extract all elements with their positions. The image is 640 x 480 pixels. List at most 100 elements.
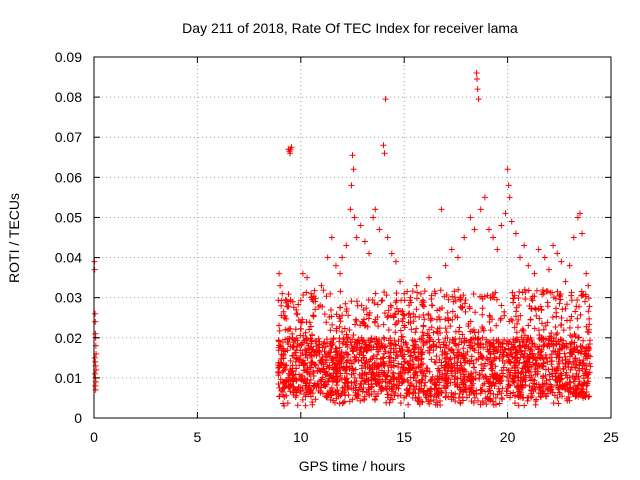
- roti-point: [586, 369, 593, 376]
- roti-point: [533, 360, 540, 367]
- roti-point: [376, 363, 383, 370]
- roti-point: [448, 246, 455, 253]
- roti-point: [535, 327, 542, 334]
- roti-point: [459, 381, 466, 388]
- roti-point: [397, 278, 404, 285]
- roti-point: [302, 382, 309, 389]
- roti-point: [304, 354, 311, 361]
- roti-point: [480, 327, 487, 334]
- roti-point: [390, 363, 397, 370]
- roti-point: [308, 293, 315, 300]
- roti-point: [365, 376, 372, 383]
- roti-point: [356, 384, 363, 391]
- roti-point: [337, 304, 344, 311]
- roti-point: [343, 351, 350, 358]
- roti-point: [504, 166, 511, 173]
- roti-point: [479, 305, 486, 312]
- roti-point: [468, 353, 475, 360]
- roti-point: [390, 381, 397, 388]
- roti-point: [315, 335, 322, 342]
- roti-point: [353, 234, 360, 241]
- roti-point: [525, 262, 532, 269]
- roti-point: [340, 363, 347, 370]
- roti-point: [441, 293, 448, 300]
- roti-point: [355, 358, 362, 365]
- roti-point: [437, 344, 444, 351]
- roti-point: [296, 356, 303, 363]
- roti-point: [418, 336, 425, 343]
- roti-point: [397, 327, 404, 334]
- roti-point: [445, 365, 452, 372]
- roti-point: [322, 351, 329, 358]
- roti-point: [392, 258, 399, 265]
- roti-point: [527, 316, 534, 323]
- roti-point: [539, 354, 546, 361]
- roti-point: [353, 318, 360, 325]
- roti-point: [438, 206, 445, 213]
- roti-point: [560, 365, 567, 372]
- roti-point: [475, 96, 482, 103]
- roti-point: [408, 326, 415, 333]
- roti-point: [525, 368, 532, 375]
- roti-point: [309, 401, 316, 408]
- roti-point: [393, 305, 400, 312]
- roti-point: [580, 375, 587, 382]
- roti-point: [361, 316, 368, 323]
- roti-point: [289, 372, 296, 379]
- roti-point: [442, 358, 449, 365]
- roti-point: [433, 353, 440, 360]
- roti-point: [434, 325, 441, 332]
- roti-point: [514, 384, 521, 391]
- roti-point: [300, 357, 307, 364]
- roti-point: [357, 322, 364, 329]
- roti-point: [496, 374, 503, 381]
- roti-point: [480, 374, 487, 381]
- roti-point: [567, 341, 574, 348]
- roti-point: [532, 354, 539, 361]
- roti-point: [407, 382, 414, 389]
- roti-point: [375, 323, 382, 330]
- roti-point: [569, 372, 576, 379]
- roti-point: [542, 352, 549, 359]
- roti-point: [579, 365, 586, 372]
- roti-point: [550, 294, 557, 301]
- roti-point: [412, 329, 419, 336]
- roti-point: [447, 323, 454, 330]
- roti-point: [279, 339, 286, 346]
- roti-point: [405, 311, 412, 318]
- roti-point: [308, 290, 315, 297]
- roti-point: [487, 361, 494, 368]
- roti-point: [342, 300, 349, 307]
- roti-point: [424, 390, 431, 397]
- roti-point: [297, 387, 304, 394]
- roti-point: [568, 313, 575, 320]
- roti-point: [562, 372, 569, 379]
- roti-point: [306, 349, 313, 356]
- roti-point: [377, 376, 384, 383]
- roti-point: [404, 348, 411, 355]
- roti-point: [553, 313, 560, 320]
- roti-point: [366, 250, 373, 257]
- roti-point: [339, 340, 346, 347]
- roti-point: [443, 329, 450, 336]
- roti-point: [430, 397, 437, 404]
- roti-point: [382, 379, 389, 386]
- roti-point: [467, 214, 474, 221]
- roti-point: [284, 327, 291, 334]
- roti-point: [572, 364, 579, 371]
- roti-point: [325, 391, 332, 398]
- roti-point: [425, 396, 432, 403]
- roti-point: [475, 335, 482, 342]
- roti-point: [297, 297, 304, 304]
- roti-point: [397, 370, 404, 377]
- roti-point: [575, 373, 582, 380]
- roti-point: [407, 314, 414, 321]
- roti-point: [388, 392, 395, 399]
- roti-point: [540, 335, 547, 342]
- roti-point: [405, 379, 412, 386]
- roti-point: [284, 303, 291, 310]
- roti-point: [293, 310, 300, 317]
- roti-point: [472, 309, 479, 316]
- roti-point: [460, 345, 467, 352]
- roti-point: [484, 356, 491, 363]
